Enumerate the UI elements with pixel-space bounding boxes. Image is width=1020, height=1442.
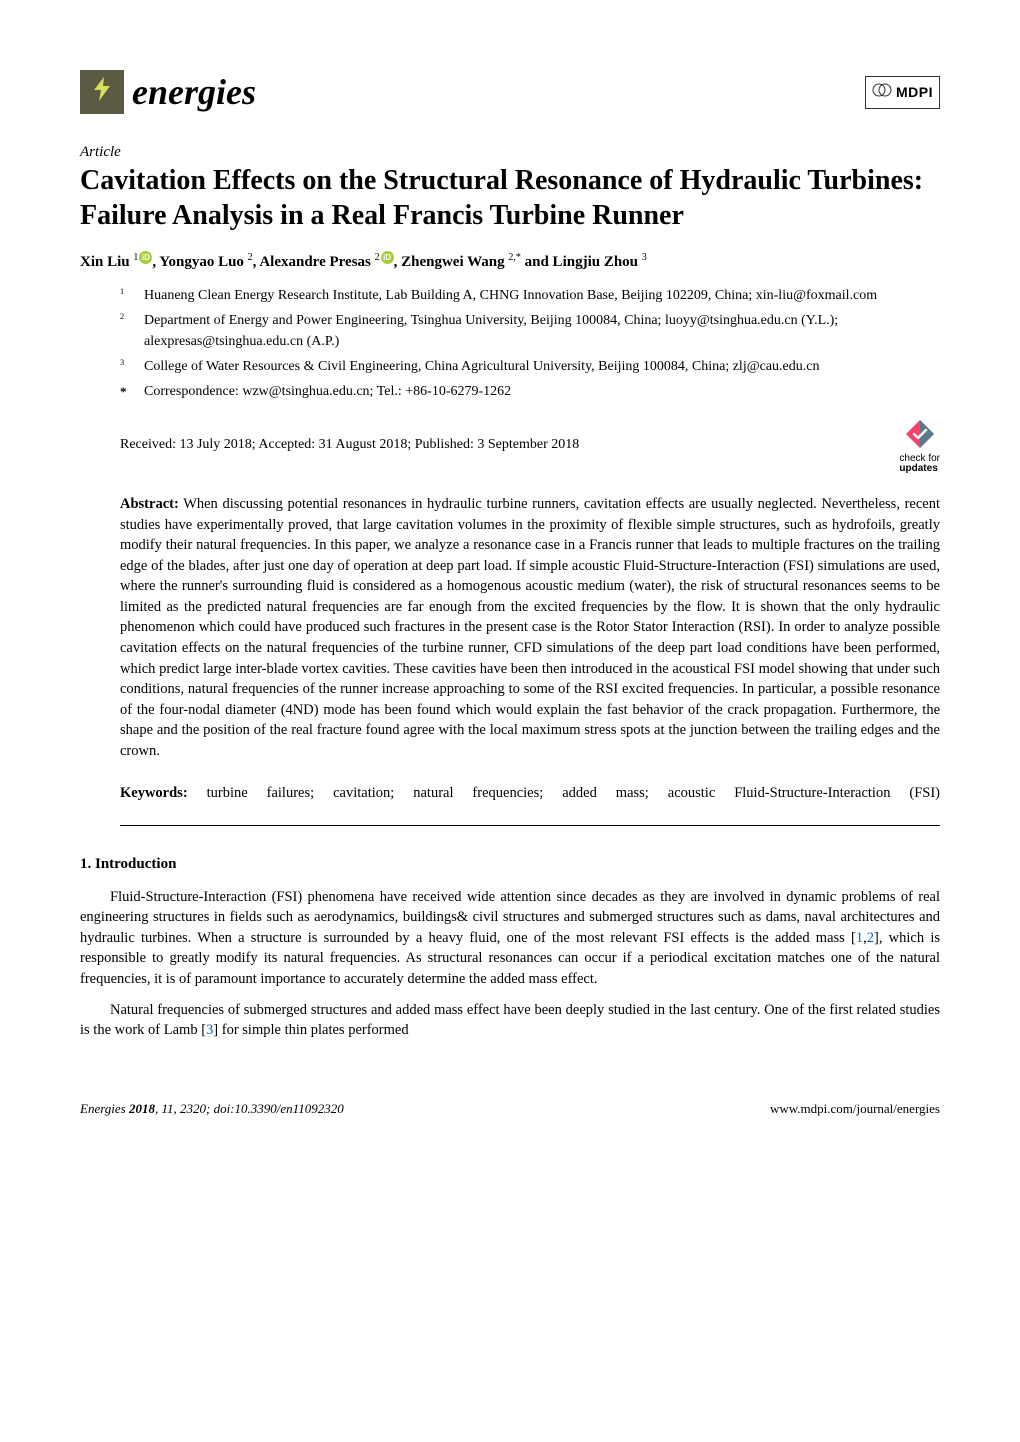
keywords: Keywords: turbine failures; cavitation; … bbox=[80, 782, 940, 805]
intro-paragraph-1: Fluid-Structure-Interaction (FSI) phenom… bbox=[80, 887, 940, 990]
affiliation-text: Department of Energy and Power Engineeri… bbox=[144, 310, 940, 352]
article-type: Article bbox=[80, 144, 940, 161]
affiliation-row: 2Department of Energy and Power Engineer… bbox=[120, 310, 940, 352]
keywords-text: turbine failures; cavitation; natural fr… bbox=[207, 785, 940, 801]
footer-url: www.mdpi.com/journal/energies bbox=[770, 1101, 940, 1117]
affiliation-row: 3College of Water Resources & Civil Engi… bbox=[120, 356, 940, 377]
journal-name: energies bbox=[132, 71, 256, 113]
intro-paragraph-2: Natural frequencies of submerged structu… bbox=[80, 1000, 940, 1041]
abstract-label: Abstract: bbox=[120, 496, 179, 512]
journal-logo-box bbox=[80, 70, 124, 114]
affiliation-marker: 3 bbox=[120, 356, 144, 377]
abstract-text: When discussing potential resonances in … bbox=[120, 496, 940, 759]
check-updates-icon bbox=[902, 416, 938, 452]
mdpi-circles-icon bbox=[872, 80, 892, 105]
affiliation-text: Huaneng Clean Energy Research Institute,… bbox=[144, 285, 940, 306]
orcid-icon[interactable]: iD bbox=[139, 251, 152, 264]
dates-text: Received: 13 July 2018; Accepted: 31 Aug… bbox=[120, 437, 579, 453]
affiliation-marker: 2 bbox=[120, 310, 144, 352]
mdpi-text: MDPI bbox=[896, 84, 933, 100]
affiliation-marker: * bbox=[120, 381, 144, 402]
journal-logo: energies bbox=[80, 70, 256, 114]
footer: Energies 2018, 11, 2320; doi:10.3390/en1… bbox=[80, 1101, 940, 1117]
bolt-icon bbox=[90, 75, 114, 110]
check-updates-widget[interactable]: check forupdates bbox=[899, 416, 940, 474]
affiliation-text: Correspondence: wzw@tsinghua.edu.cn; Tel… bbox=[144, 381, 940, 402]
orcid-icon[interactable]: iD bbox=[381, 251, 394, 264]
ref-link-2[interactable]: 2 bbox=[867, 930, 874, 946]
affiliation-row: *Correspondence: wzw@tsinghua.edu.cn; Te… bbox=[120, 381, 940, 402]
header-row: energies MDPI bbox=[80, 70, 940, 114]
section-heading-introduction: 1. Introduction bbox=[80, 856, 940, 873]
check-updates-text: check forupdates bbox=[899, 454, 940, 474]
dates-row: Received: 13 July 2018; Accepted: 31 Aug… bbox=[80, 416, 940, 474]
article-title: Cavitation Effects on the Structural Res… bbox=[80, 163, 940, 233]
mdpi-logo: MDPI bbox=[865, 76, 940, 109]
affiliation-marker: 1 bbox=[120, 285, 144, 306]
keywords-label: Keywords: bbox=[120, 785, 188, 801]
affiliation-row: 1Huaneng Clean Energy Research Institute… bbox=[120, 285, 940, 306]
affiliation-text: College of Water Resources & Civil Engin… bbox=[144, 356, 940, 377]
divider bbox=[120, 825, 940, 826]
authors-line: Xin Liu 1iD, Yongyao Luo 2, Alexandre Pr… bbox=[80, 251, 940, 271]
footer-citation: Energies 2018, 11, 2320; doi:10.3390/en1… bbox=[80, 1101, 344, 1117]
affiliations: 1Huaneng Clean Energy Research Institute… bbox=[80, 285, 940, 402]
abstract: Abstract: When discussing potential reso… bbox=[80, 494, 940, 762]
